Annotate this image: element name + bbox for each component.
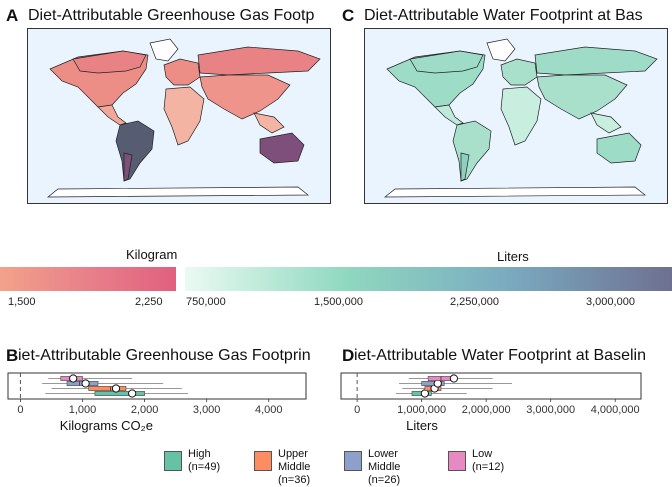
water-map-greenland: [486, 38, 516, 62]
income-key-name: Low: [472, 448, 493, 460]
panel-b-letter: B: [6, 346, 19, 365]
ghg-map-europe: [163, 58, 201, 86]
income-key-count: (n=36): [278, 474, 311, 486]
panel-c-title: Diet-Attributable Water Footprint at Bas: [364, 7, 643, 24]
panel-b-title: iet-Attributable Greenhouse Gas Footprin: [18, 347, 311, 364]
income-key-name: Upper Middle: [278, 448, 311, 473]
water-mean-high: [420, 389, 429, 398]
water-x-tick-label: 3,000,000: [526, 404, 575, 416]
ghg-map-russia: [197, 46, 321, 76]
water-x-tick-label: 4,000,000: [591, 404, 640, 416]
income-key-label: Low (n=12): [472, 448, 504, 474]
water-box-lower-middle: [421, 381, 445, 386]
water-map-europe: [500, 58, 538, 86]
income-key-name: Lower Middle: [368, 448, 401, 473]
water-map-asia: [536, 74, 628, 120]
water-map-canada: [409, 50, 484, 74]
ghg-plot-frame: [7, 372, 307, 400]
water-map-svg: [383, 38, 658, 198]
panel-d-title: iet-Attributable Water Footprint at Base…: [354, 347, 646, 364]
water-map-russia: [534, 46, 658, 76]
income-key-label: High (n=49): [188, 448, 220, 474]
ghg-mean-upper-middle: [111, 384, 121, 393]
ghg-map-africa: [163, 86, 205, 146]
ghg-map-asia: [199, 74, 291, 120]
water-x-tick-label: 2,000,000: [462, 404, 511, 416]
ghg-colorbar: [0, 267, 176, 291]
water-x-tick-label: 0: [354, 404, 360, 416]
ghg-boxplot: 0 1,000 2,000 3,000 4,000 Kilograms CO₂e: [7, 372, 307, 433]
ghg-legend-tick: 1,500: [8, 296, 36, 308]
ghg-map-antarctica: [46, 186, 309, 198]
ghg-mean-low: [69, 374, 78, 383]
income-key-swatch: [344, 451, 362, 471]
water-legend-tick: 1,500,000: [314, 296, 363, 308]
ghg-map-australia: [259, 132, 305, 164]
water-map-australia: [596, 132, 642, 164]
ghg-x-tick-label: 4,000: [255, 404, 283, 416]
water-legend-title: Liters: [497, 249, 529, 264]
water-boxplot: 0 1,000,000 2,000,000 3,000,000 4,000,000 Lit…: [340, 372, 642, 433]
ghg-world-map: [27, 28, 331, 204]
ghg-map-canada: [72, 50, 147, 74]
water-legend-tick: 3,000,000: [586, 296, 635, 308]
water-x-axis-title: Liters: [406, 418, 438, 433]
income-key-label: Upper Middle (n=36): [278, 448, 310, 487]
ghg-map-argentina: [123, 152, 133, 182]
ghg-mean-lower-middle: [81, 379, 90, 388]
water-map-antarctica: [383, 186, 646, 198]
ghg-map-southeast-asia: [253, 112, 285, 134]
ghg-x-axis-title: Kilograms CO₂e: [60, 418, 153, 433]
panel-c-letter: C: [342, 6, 355, 25]
water-map-south-america: [452, 120, 492, 182]
income-key-count: (n=26): [368, 474, 401, 486]
income-key-count: (n=49): [188, 461, 221, 473]
income-key-name: High: [188, 448, 211, 460]
water-legend-tick: 750,000: [186, 296, 226, 308]
water-world-map: [364, 28, 668, 204]
panel-a-title: Diet-Attributable Greenhouse Gas Footp: [28, 7, 315, 24]
ghg-map-svg: [46, 38, 321, 198]
water-map-central-america: [434, 104, 464, 126]
ghg-map-central-america: [97, 104, 127, 126]
panel-d-letter: D: [342, 346, 355, 365]
income-key-count: (n=12): [472, 461, 505, 473]
ghg-x-tick-label: 0: [17, 404, 23, 416]
water-map-southeast-asia: [590, 112, 622, 134]
income-key-swatch: [448, 451, 466, 471]
ghg-map-greenland: [149, 38, 179, 62]
ghg-mean-high: [128, 389, 137, 398]
water-mean-low: [449, 374, 459, 383]
water-colorbar: [185, 267, 672, 291]
income-key-swatch: [254, 451, 272, 471]
ghg-box-upper-middle: [88, 386, 127, 391]
water-map-argentina: [460, 152, 470, 182]
income-group-legend: High (n=49) Upper Middle (n=36) Lower Middle…: [164, 448, 664, 486]
ghg-legend-title: Kilogram: [126, 247, 178, 262]
water-legend-tick: 2,250,000: [450, 296, 499, 308]
water-map-africa: [500, 86, 542, 146]
ghg-box-high: [94, 391, 145, 396]
ghg-x-tick-label: 3,000: [193, 404, 221, 416]
water-plot-frame: [340, 372, 642, 400]
water-mean-lower-middle: [433, 379, 442, 388]
panel-a-letter: A: [6, 6, 19, 25]
income-key-label: Lower Middle (n=26): [368, 448, 400, 487]
ghg-x-tick-label: 2,000: [131, 404, 159, 416]
ghg-x-tick-label: 1,000: [69, 404, 97, 416]
income-key-swatch: [164, 451, 182, 471]
ghg-legend-tick: 2,250: [135, 296, 163, 308]
ghg-map-south-america: [115, 120, 155, 182]
water-x-tick-label: 1,000,000: [397, 404, 446, 416]
